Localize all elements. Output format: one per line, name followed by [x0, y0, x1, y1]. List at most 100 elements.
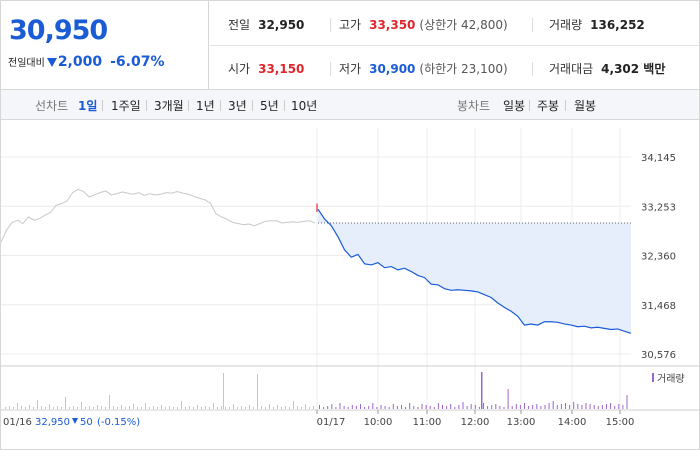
x-tick-prev-day: 01/16: [3, 417, 32, 428]
volume-bar: [417, 407, 419, 409]
volume-bar: [323, 407, 325, 409]
y-axis: 34,145 33,253 32,360 31,468 30,576: [641, 153, 676, 361]
period-10y[interactable]: 10년: [291, 99, 318, 113]
y-tick-label: 31,468: [641, 301, 676, 312]
volume-bar: [129, 406, 130, 409]
y-tick-label: 30,576: [641, 350, 676, 361]
x-tick-label: 12:00: [461, 417, 490, 428]
volume-bar: [233, 404, 234, 409]
open-label: 시가: [228, 62, 251, 76]
summary-change: 50: [80, 417, 93, 428]
toolbar-separator: [529, 100, 530, 111]
stat-separator: [532, 18, 533, 32]
volume-bar: [335, 407, 337, 409]
volume-bar: [548, 403, 550, 409]
volume-bar: [93, 407, 94, 409]
volume-bar: [165, 407, 166, 409]
volume-bar: [125, 407, 126, 409]
period-toolbar: 선차트 1일 1주일 3개월 1년 3년 5년 10년 봉차트 일봉 주봉 월봉: [0, 90, 700, 120]
x-tick-label: 14:00: [558, 417, 587, 428]
period-1d[interactable]: 1일: [78, 99, 98, 113]
y-tick-label: 33,253: [641, 202, 676, 213]
volume-bar: [462, 402, 464, 409]
volume-bar: [97, 405, 98, 409]
period-1y[interactable]: 1년: [196, 99, 215, 113]
volume-bar: [53, 407, 54, 409]
x-tick-label: 13:00: [507, 417, 536, 428]
volume-bar: [117, 407, 118, 409]
volume-bar: [470, 404, 472, 409]
candle-daily[interactable]: 일봉: [503, 99, 526, 113]
volume-bar: [503, 407, 505, 409]
volume-bar: [73, 406, 74, 409]
volume-bar: [281, 407, 282, 409]
volume-bar: [577, 404, 579, 409]
line-chart-label: 선차트: [35, 99, 69, 113]
volume-bar: [589, 404, 591, 409]
volume-bar: [481, 372, 483, 409]
volume-bar: [593, 405, 595, 409]
volume-bar: [193, 407, 194, 409]
summary-price: 32,950: [35, 417, 70, 428]
volume-bar: [157, 407, 158, 409]
volume-bar: [109, 395, 110, 409]
volume-bar: [133, 404, 134, 409]
volume-bar: [622, 405, 624, 409]
volume-bar: [544, 405, 546, 409]
volume-bar: [101, 406, 102, 409]
volume-bar: [524, 403, 525, 409]
volume-bar: [209, 407, 210, 409]
volume-bar: [425, 405, 427, 409]
candle-weekly[interactable]: 주봉: [537, 99, 560, 113]
x-tick-label: 15:00: [606, 417, 635, 428]
volume-bar: [189, 406, 190, 409]
x-axis: 01/16 01/17 10:00 11:00 12:00 13:00 14:00 15:00: [3, 410, 634, 428]
toolbar-separator: [102, 100, 103, 111]
volume-bar: [565, 403, 566, 409]
price-panel: 30,950 전일대비 2,000 -6.07%: [1, 1, 209, 89]
volume-bar: [185, 407, 186, 409]
volume-bar: [13, 407, 14, 409]
volume-bar: [405, 407, 407, 409]
volume-bar: [532, 405, 534, 409]
period-1w[interactable]: 1주일: [111, 99, 141, 113]
volume-bar: [161, 405, 162, 409]
change-row: 전일대비 2,000 -6.07%: [8, 54, 165, 70]
volume-bar: [141, 407, 142, 409]
volume-bar: [289, 407, 290, 409]
volume-bar: [21, 406, 22, 409]
volume-bar: [169, 406, 170, 409]
volume-bar: [573, 402, 575, 409]
volume-bar: [297, 406, 298, 409]
y-tick-label: 34,145: [641, 153, 676, 164]
volume-bar: [213, 403, 214, 409]
volume-legend-swatch: [652, 373, 654, 382]
period-5y[interactable]: 5년: [260, 99, 279, 113]
volume-bar: [601, 405, 603, 409]
volume-bar: [450, 404, 452, 409]
volume-bar: [614, 406, 616, 409]
volume-bar: [173, 407, 174, 409]
stat-open: 시가 33,150: [228, 60, 304, 77]
stat-high: 고가 33,350 (상한가 42,800): [339, 16, 508, 33]
volume-bar: [606, 404, 607, 409]
today-line: [317, 208, 632, 334]
volume-bar: [269, 404, 270, 409]
volume-bar: [495, 404, 497, 409]
volume-bar: [225, 407, 226, 409]
stats-panel: 전일 32,950 고가 33,350 (상한가 42,800) 거래량 136,252…: [210, 1, 699, 89]
volume-bar: [384, 406, 386, 409]
volume-bar: [409, 403, 411, 409]
volume-bar: [61, 407, 62, 409]
period-3y[interactable]: 3년: [228, 99, 247, 113]
candle-monthly[interactable]: 월봉: [574, 99, 597, 113]
period-3m[interactable]: 3개월: [154, 99, 184, 113]
volume-bar: [458, 405, 460, 409]
quote-header: 30,950 전일대비 2,000 -6.07% 전일 32,950 고가 33,350…: [0, 0, 700, 90]
stat-amount: 거래대금 4,302 백만: [549, 60, 665, 77]
volume-bar: [433, 407, 435, 409]
volume-bar: [380, 405, 382, 409]
volume-bar: [277, 405, 278, 409]
volume-bar: [454, 407, 456, 409]
volume-bar: [515, 404, 517, 409]
